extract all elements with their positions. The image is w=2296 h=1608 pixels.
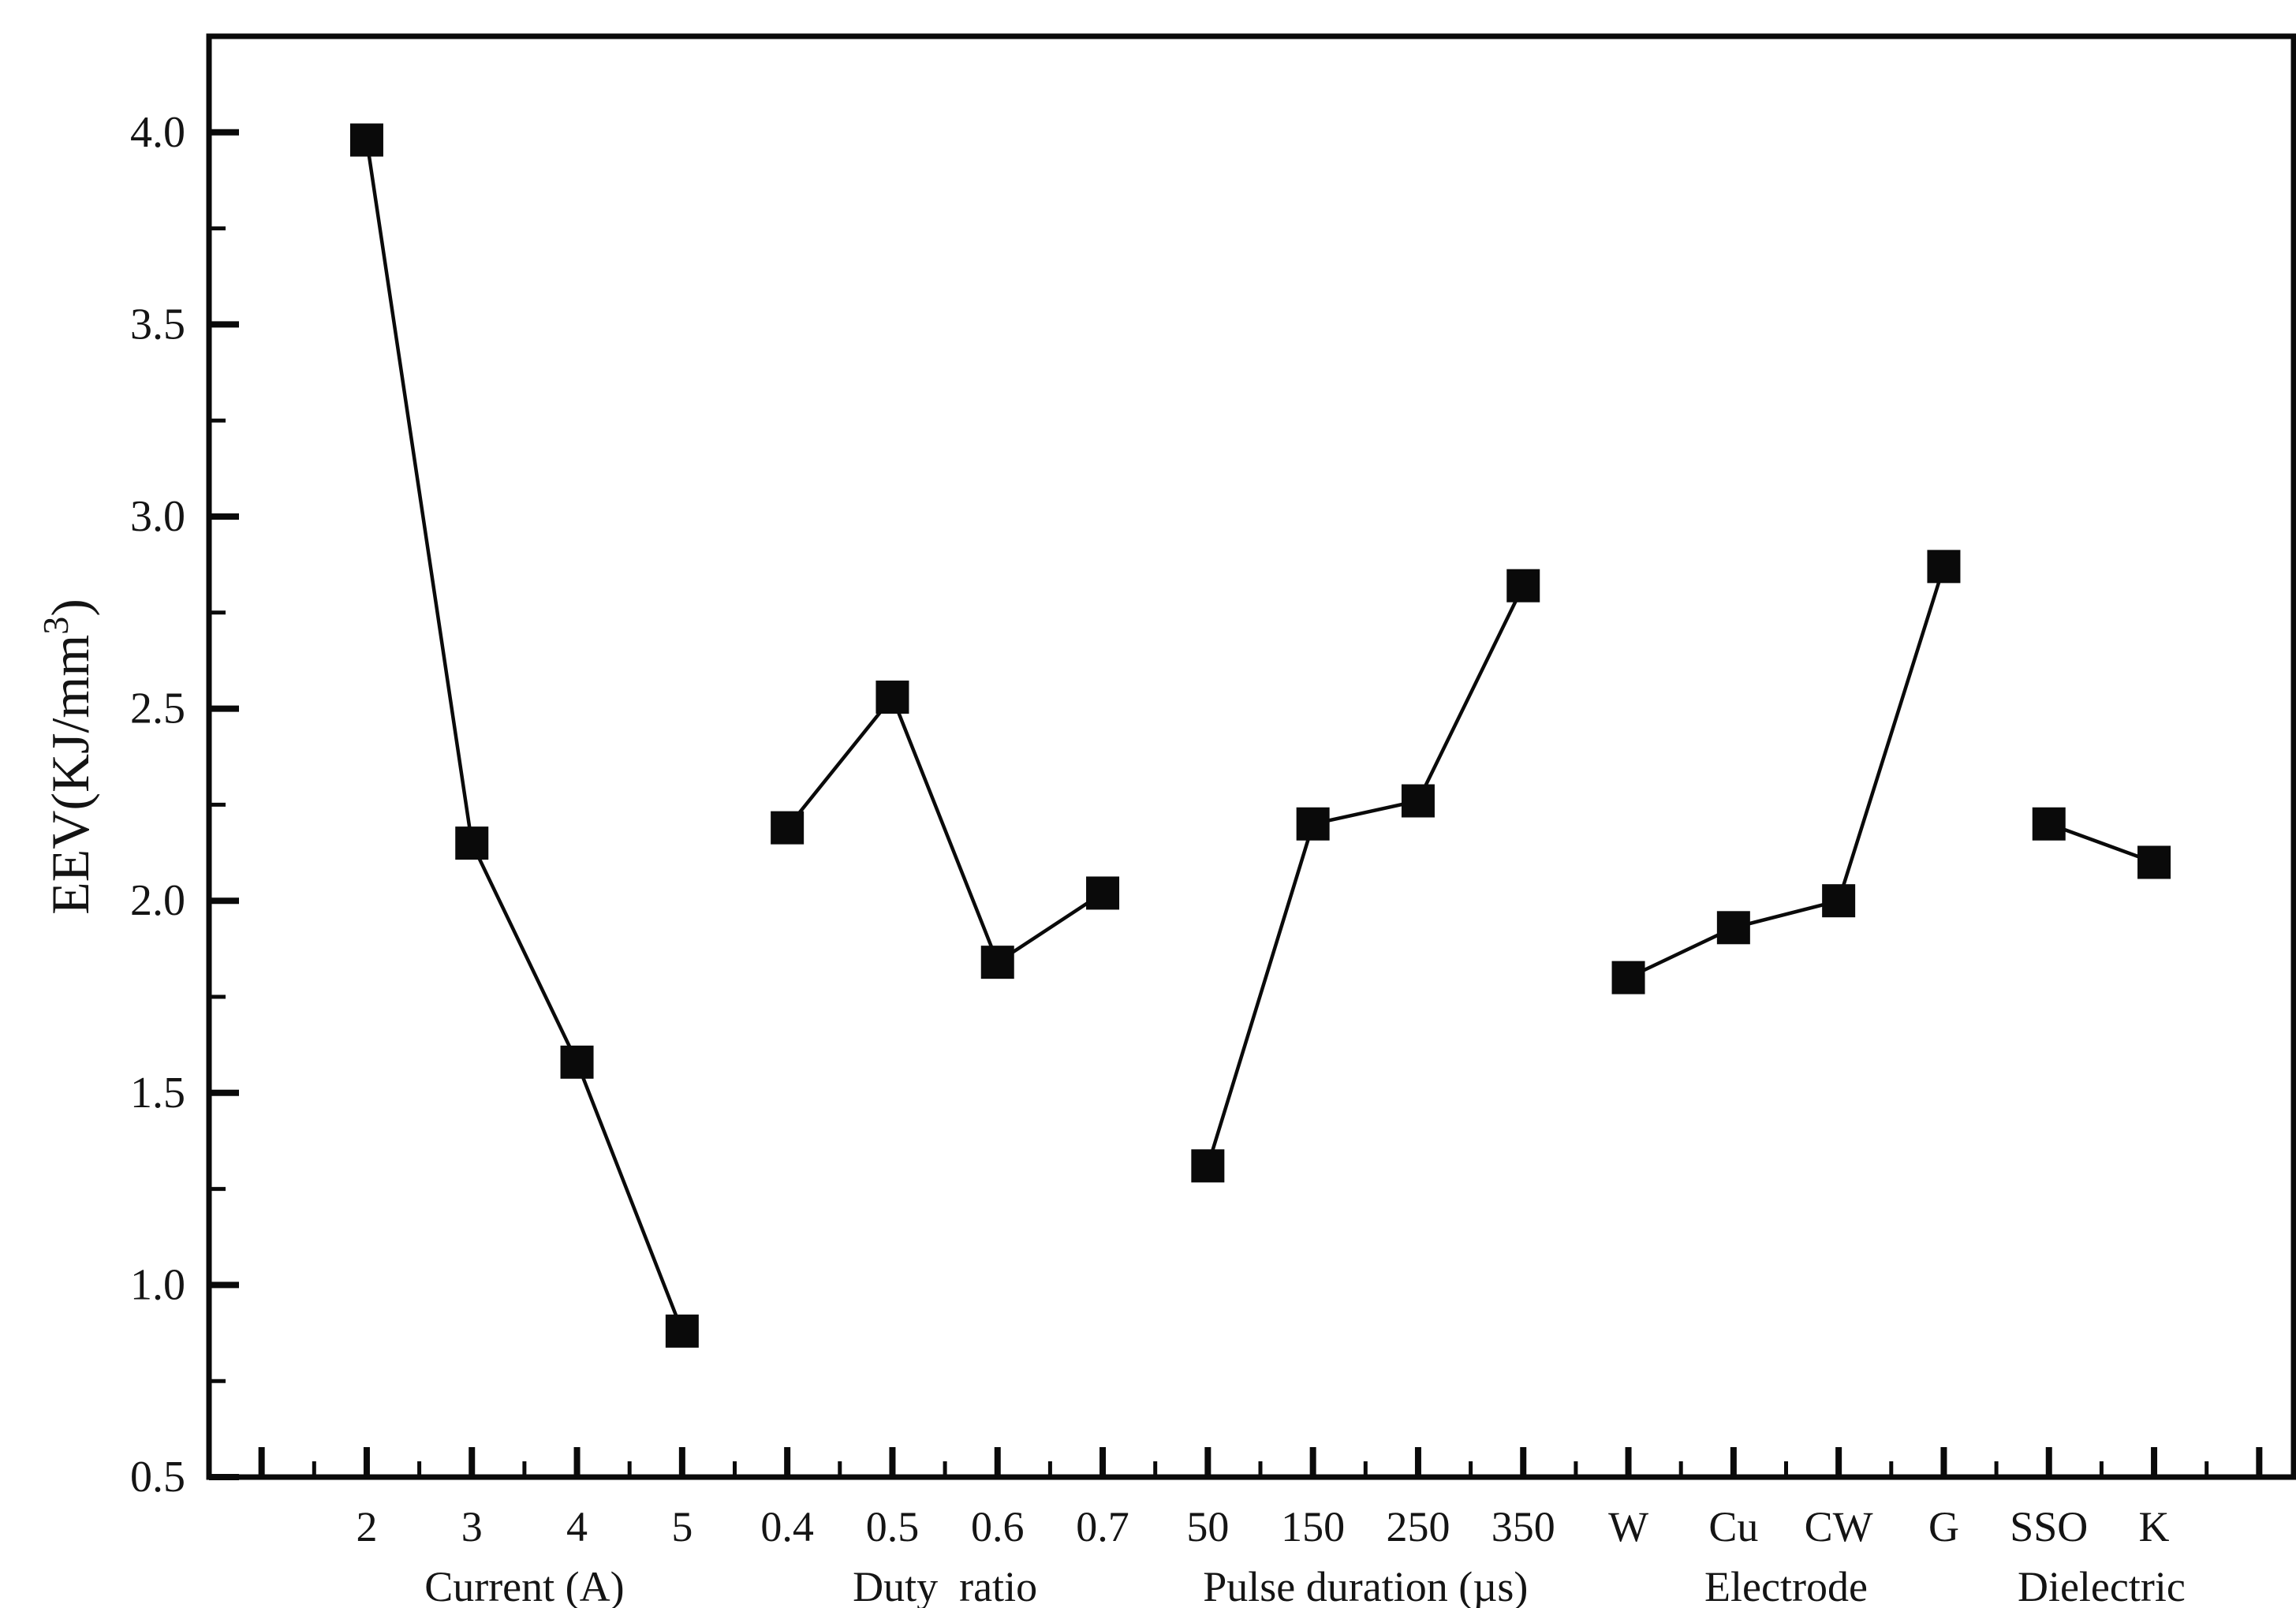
series-line-0 [364, 140, 684, 1332]
data-point-marker [455, 826, 489, 860]
data-point-marker [875, 680, 909, 714]
y-axis-title-close: ) [40, 599, 100, 617]
data-point-marker [1822, 884, 1856, 918]
x-tick-label: 0.6 [971, 1503, 1025, 1550]
data-point-marker [2032, 807, 2066, 841]
data-point-marker [771, 811, 805, 845]
data-point-marker [1716, 911, 1750, 945]
x-group-label: Duty ratio [853, 1563, 1037, 1608]
x-tick-label: 0.5 [866, 1503, 920, 1550]
x-group-label: Dielectric [2018, 1563, 2186, 1608]
x-tick-label: 250 [1386, 1503, 1450, 1550]
main-effects-chart: 0.5 1.0 1.5 2.0 2.5 3.0 3.5 4.0 2 3 4 5 Current (A) 0… [32, 13, 2296, 1608]
x-tick-label: K [2139, 1503, 2170, 1550]
x-tick-label: W [1608, 1503, 1648, 1550]
page: { "chart_data": { "type": "line", "title… [0, 13, 2296, 1608]
y-axis-title-superscript: 3 [35, 617, 76, 635]
y-tick-label: 1.5 [130, 1069, 185, 1117]
x-tick-label: 3 [461, 1503, 483, 1550]
y-tick-label: 4.0 [130, 108, 185, 157]
y-tick-label: 2.0 [130, 876, 185, 925]
data-point-marker [1611, 961, 1645, 994]
data-point-marker [1086, 876, 1120, 910]
x-group-label: Pulse duration (µs) [1203, 1563, 1528, 1608]
y-tick-label: 2.5 [130, 685, 185, 733]
x-tick-label: 2 [356, 1503, 377, 1550]
data-point-marker [980, 946, 1014, 979]
y-axis-title: EEV(KJ/mm3) [35, 599, 100, 915]
x-group-label: Current (A) [424, 1563, 624, 1608]
x-group-label: Electrode [1704, 1563, 1868, 1608]
x-tick-label: 50 [1186, 1503, 1229, 1550]
data-point-marker [1927, 550, 1961, 584]
data-point-marker [1401, 784, 1435, 818]
data-point-marker [1296, 807, 1330, 841]
series-line-2 [1206, 584, 1525, 1167]
y-axis-title-base: EEV(KJ/mm [40, 635, 100, 915]
data-point-marker [2137, 845, 2171, 879]
data-point-marker [665, 1314, 699, 1348]
x-tick-label: 5 [671, 1503, 693, 1550]
x-tick-label: 150 [1281, 1503, 1345, 1550]
x-tick-label: 350 [1491, 1503, 1555, 1550]
series-line-4 [2048, 822, 2155, 864]
eev-main-effects-plot-canvas: 0.5 1.0 1.5 2.0 2.5 3.0 3.5 4.0 2 3 4 5 Current (A) 0… [35, 33, 2296, 1608]
x-tick-label: CW [1805, 1503, 1873, 1550]
data-point-marker [560, 1045, 594, 1079]
y-tick-label: 3.5 [130, 300, 185, 349]
y-tick-label: 3.0 [130, 492, 185, 541]
x-tick-label: 0.4 [760, 1503, 814, 1550]
series-line-1 [786, 693, 1104, 965]
x-tick-label: SSO [2010, 1503, 2088, 1550]
y-tick-label: 0.5 [130, 1453, 185, 1502]
x-tick-label: G [1928, 1503, 1959, 1550]
x-tick-label: 0.7 [1076, 1503, 1129, 1550]
x-tick-label: 4 [566, 1503, 588, 1550]
plot-frame [206, 33, 2296, 1480]
data-point-marker [1191, 1149, 1225, 1183]
data-point-marker [349, 123, 383, 157]
x-tick-label: Cu [1708, 1503, 1758, 1550]
y-tick-label: 1.0 [130, 1260, 185, 1309]
series-line-3 [1627, 565, 1946, 979]
data-point-marker [1506, 569, 1540, 603]
